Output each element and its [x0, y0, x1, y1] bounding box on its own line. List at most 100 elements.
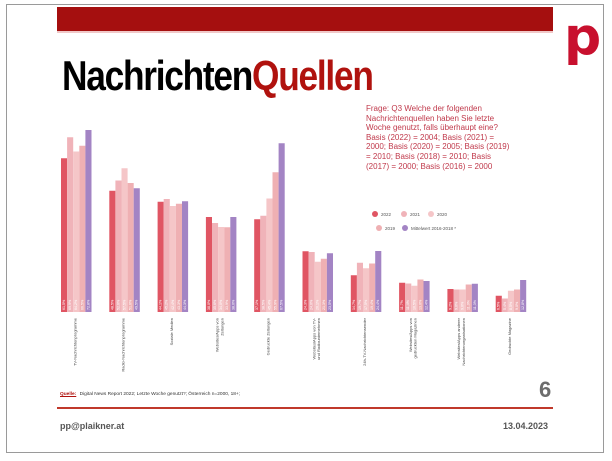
bar-4-0 — [85, 130, 92, 312]
bar-0-2 — [157, 201, 164, 312]
bar-1-3 — [212, 223, 219, 312]
bar-value-label: 6,5% — [497, 301, 501, 310]
bar-value-label: 33,9% — [225, 299, 229, 310]
bar-value-label: 57,5% — [123, 299, 127, 310]
legend-dot — [428, 211, 434, 217]
category-label-line: Gedruckte Zeitungen — [265, 318, 270, 355]
bar-value-label: 9,0% — [461, 301, 465, 310]
header-underline — [57, 31, 553, 33]
bar-value-label: 8,5% — [509, 301, 513, 310]
bar-value-label: 12,4% — [425, 299, 429, 310]
bar-value-label: 72,8% — [86, 299, 90, 310]
category-label: Gedruckte Magazine — [507, 317, 512, 355]
bar-1-4 — [260, 215, 267, 312]
bar-4-4 — [278, 143, 285, 312]
bar-value-label: 42,4% — [171, 299, 175, 310]
category-label-line: gedruckten Magazinen — [413, 318, 418, 358]
bar-value-label: 24,3% — [304, 299, 308, 310]
bar-value-label: 24,0% — [310, 299, 314, 310]
category-label-line: TV-Nachrichtenprogramme — [72, 317, 77, 366]
bar-0-5 — [302, 251, 309, 312]
legend-item-2019: 2019 — [376, 225, 395, 231]
bar-3-3 — [224, 227, 231, 312]
slide-title: NachrichtenQuellen — [62, 49, 374, 103]
bar-value-label: 55,9% — [274, 299, 278, 310]
chart-legend: 2022 2021 2020 2019 Mittelwert 2016-2018… — [372, 211, 502, 237]
bar-2-7 — [411, 285, 418, 312]
bar-3-4 — [272, 172, 279, 312]
bar-1-2 — [163, 199, 170, 312]
bar-0-4 — [254, 219, 261, 312]
bar-value-label: 14,7% — [352, 299, 356, 310]
bar-4-7 — [423, 281, 430, 312]
bar-1-8 — [453, 289, 460, 312]
bar-value-label: 38,5% — [261, 299, 265, 310]
contact-email: pp@plaikner.at — [60, 421, 125, 431]
source-note: Quelle: Digital News Report 2022; Letzte… — [60, 392, 240, 397]
header-bar — [57, 7, 553, 31]
bar-2-6 — [363, 268, 370, 312]
bar-value-label: 52,6% — [116, 299, 120, 310]
category-label: TV-Nachrichtenprogramme — [72, 317, 77, 366]
legend-label: 2019 — [385, 225, 396, 231]
category-label: Websites/Apps vongedruckten Magazinen — [408, 318, 418, 358]
bar-value-label: 64,2% — [74, 299, 78, 310]
category-label-line: Nachrichtenorganisationen — [461, 318, 466, 366]
bar-value-label: 48,5% — [110, 299, 114, 310]
category-label-line: Websites/Apps von TV- — [311, 317, 316, 359]
bar-value-label: 35,6% — [213, 299, 217, 310]
bar-value-label: 45,4% — [267, 299, 271, 310]
bar-4-1 — [133, 188, 140, 312]
category-label: Websites/Apps vonZeitungen — [215, 318, 225, 352]
bar-value-label: 38,0% — [207, 299, 211, 310]
category-label-line: Radio-Nachrichtenprogramme — [121, 317, 126, 371]
bar-value-label: 11,0% — [467, 299, 471, 310]
bar-0-3 — [205, 217, 212, 312]
title-part-2: Quellen — [252, 52, 374, 99]
legend-label: Mittelwert 2016-2018 * — [411, 225, 457, 231]
category-label-line: Soziale Medien — [169, 318, 174, 345]
bar-4-2 — [182, 201, 189, 312]
bar-2-9 — [507, 290, 514, 312]
bar-value-label: 21,3% — [322, 299, 326, 310]
bar-value-label: 12,8% — [521, 299, 525, 310]
legend-dot — [402, 225, 408, 231]
bar-1-0 — [67, 137, 74, 312]
bar-value-label: 44,1% — [159, 299, 163, 310]
bar-value-label: 11,3% — [473, 299, 477, 310]
bar-value-label: 37,1% — [255, 299, 259, 310]
bar-value-label: 43,3% — [177, 299, 181, 310]
bar-0-7 — [399, 282, 406, 312]
category-label: Websites/Apps von TV-und Radiounternehme… — [311, 317, 321, 359]
bar-value-label: 34,0% — [219, 299, 223, 310]
bar-value-label: 5,4% — [503, 301, 507, 310]
bar-value-label: 51,6% — [129, 299, 133, 310]
bar-2-8 — [459, 289, 466, 312]
bar-value-label: 11,7% — [400, 299, 404, 310]
legend-dot — [372, 211, 378, 217]
bar-value-label: 49,5% — [135, 299, 139, 310]
bar-2-5 — [314, 261, 321, 312]
bar-3-5 — [320, 258, 327, 312]
bar-0-9 — [495, 295, 502, 312]
bar-4-9 — [520, 280, 527, 312]
bar-value-label: 9,0% — [455, 301, 459, 310]
bar-value-label: 19,7% — [358, 299, 362, 310]
bar-1-6 — [356, 262, 363, 312]
footer-date: 13.04.2023 — [503, 421, 549, 431]
brand-logo: p — [564, 7, 602, 67]
category-label-line: Zeitungen — [220, 318, 225, 336]
bar-value-label: 13,0% — [418, 299, 422, 310]
legend-label: 2022 — [381, 211, 392, 217]
bar-3-0 — [79, 145, 86, 312]
category-label-line: Gedruckte Magazine — [507, 317, 512, 355]
bar-1-7 — [405, 283, 412, 312]
bar-value-label: 24,4% — [376, 299, 380, 310]
legend-item-2020: 2020 — [428, 211, 447, 217]
bar-2-2 — [169, 206, 176, 312]
bar-0-1 — [109, 190, 116, 312]
bar-value-label: 11,4% — [406, 299, 410, 310]
title-part-1: Nachrichten — [62, 52, 253, 99]
bar-value-label: 38,0% — [231, 299, 235, 310]
bar-value-label: 20,1% — [316, 299, 320, 310]
